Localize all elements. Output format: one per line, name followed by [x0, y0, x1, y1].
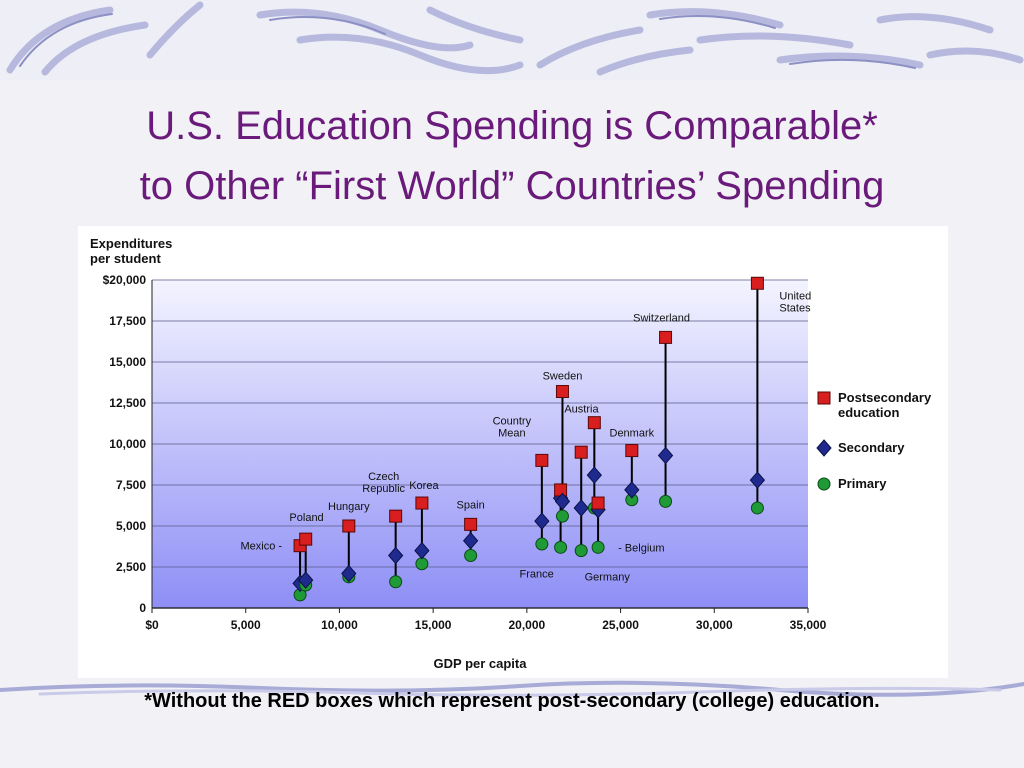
slide-title: U.S. Education Spending is Comparable* t… [40, 96, 984, 216]
x-tick-label: 20,000 [509, 618, 546, 632]
y-tick-label: 2,500 [116, 560, 146, 574]
point-label: Austria [564, 404, 599, 416]
point-label: Poland [289, 512, 323, 524]
slide-title-line-2: to Other “First World” Countries’ Spendi… [139, 164, 885, 208]
secondary-marker [749, 471, 766, 489]
x-tick-label: 5,000 [231, 618, 261, 632]
primary-marker [574, 544, 588, 558]
postsecondary-marker [299, 532, 313, 546]
primary-marker [389, 575, 403, 589]
point-label: Germany [585, 572, 631, 584]
legend-label-line-2: education [838, 405, 899, 420]
primary-marker [415, 557, 429, 571]
y-tick-label: 15,000 [109, 355, 146, 369]
secondary-marker [341, 564, 357, 583]
x-tick-label: 25,000 [602, 618, 639, 632]
primary-marker [659, 494, 673, 508]
slide-title-line-1: U.S. Education Spending is Comparable* [146, 104, 878, 148]
decorative-swirl-divider [0, 680, 1024, 697]
secondary-marker [554, 492, 571, 511]
postsecondary-marker [659, 330, 673, 344]
legend-primary-marker [817, 477, 831, 491]
secondary-marker [657, 446, 674, 465]
y-tick-label: 0 [139, 601, 146, 615]
decorative-swirl-header [0, 0, 1024, 80]
scatter-chart: Expenditures per student 0 2,500 5,000 7,50… [90, 236, 932, 671]
x-axis-title: GDP per capita [434, 656, 528, 671]
postsecondary-marker [464, 517, 478, 531]
y-tick-label: 10,000 [109, 437, 146, 451]
y-axis-title-line-2: per student [90, 251, 161, 266]
x-tick-label: 15,000 [415, 618, 452, 632]
primary-marker [750, 501, 764, 515]
secondary-marker [624, 481, 640, 499]
y-tick-label: $20,000 [103, 273, 147, 287]
postsecondary-marker [535, 453, 549, 467]
postsecondary-marker [342, 519, 356, 533]
postsecondary-marker [415, 496, 429, 510]
point-label: Hungary [328, 501, 370, 513]
primary-marker [535, 537, 549, 551]
point-label: - Belgium [618, 542, 664, 554]
point-label: Korea [409, 480, 439, 492]
secondary-marker [298, 571, 314, 589]
y-tick-label: 17,500 [109, 314, 146, 328]
point-label: France [519, 568, 553, 580]
point-label: Denmark [610, 428, 655, 440]
x-tick-label: $0 [145, 618, 159, 632]
y-tick-label: 12,500 [109, 396, 146, 410]
postsecondary-marker [389, 509, 403, 523]
legend-secondary-marker [816, 439, 832, 457]
secondary-marker [462, 532, 479, 550]
legend-postsecondary-marker [817, 391, 831, 405]
postsecondary-marker [591, 496, 605, 510]
postsecondary-marker [574, 445, 588, 459]
primary-marker [554, 540, 568, 554]
postsecondary-marker [625, 444, 639, 458]
legend-label: Postsecondary [838, 390, 932, 405]
point-label: United States [779, 290, 811, 314]
primary-marker [555, 509, 569, 523]
point-label: Country Mean [493, 415, 532, 439]
point-label: Spain [457, 499, 485, 511]
postsecondary-marker [587, 416, 601, 430]
legend-label: Secondary [838, 440, 905, 455]
secondary-marker [573, 499, 589, 517]
footnote: *Without the RED boxes which represent p… [144, 690, 880, 712]
secondary-marker [387, 546, 404, 565]
legend-label: Primary [838, 476, 887, 491]
postsecondary-marker [555, 385, 569, 399]
y-tick-label: 5,000 [116, 519, 146, 533]
point-label: Czech Republic [362, 471, 405, 495]
y-axis-title-line-1: Expenditures [90, 236, 172, 251]
postsecondary-marker [750, 276, 764, 290]
y-tick-label: 7,500 [116, 478, 146, 492]
point-label: Switzerland [633, 312, 690, 324]
x-tick-label: 30,000 [696, 618, 733, 632]
postsecondary-marker [554, 483, 568, 497]
primary-marker [464, 549, 478, 563]
secondary-marker [414, 541, 430, 560]
secondary-marker [534, 512, 550, 530]
x-tick-label: 10,000 [321, 618, 358, 632]
secondary-marker [586, 466, 602, 484]
point-label: Sweden [543, 371, 583, 383]
point-label: Mexico - [241, 541, 283, 553]
x-tick-label: 35,000 [790, 618, 827, 632]
chart-panel: Expenditures per student 0 2,500 5,000 7,50… [78, 226, 948, 678]
primary-marker [591, 540, 605, 554]
